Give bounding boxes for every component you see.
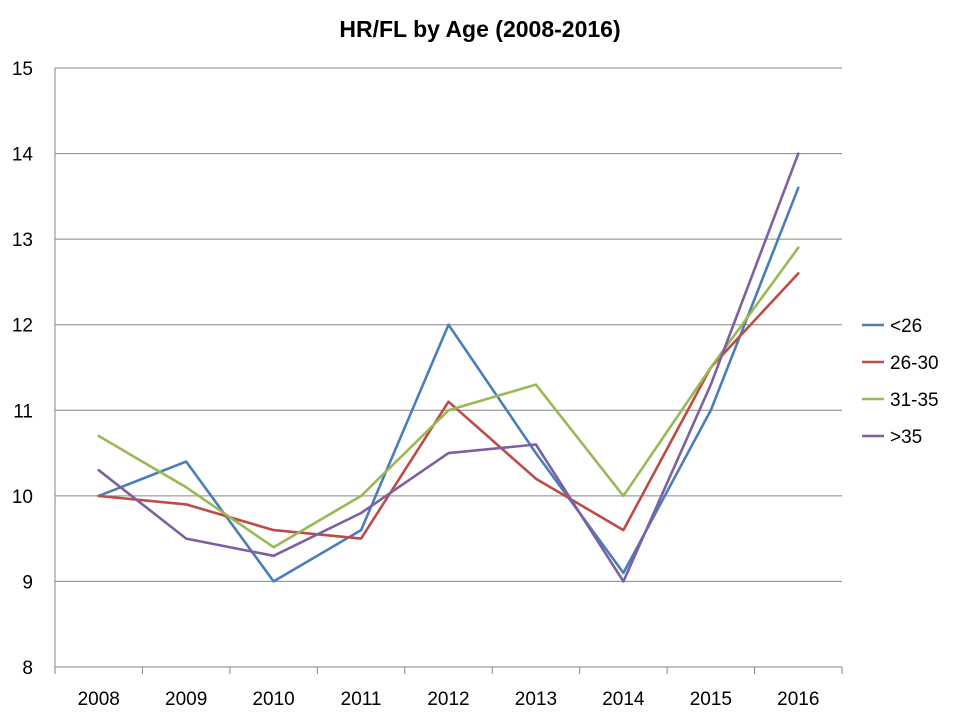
x-tick-label: 2009 — [165, 689, 207, 710]
series-line — [97, 246, 800, 549]
x-tick-label: 2016 — [777, 689, 819, 710]
series-line — [97, 152, 800, 583]
x-tick-label: 2011 — [341, 689, 382, 710]
x-axis-tick-labels: 2008 2009 2010 2011 2012 2013 2014 2015 2016 — [78, 689, 820, 710]
legend-label: <26 — [890, 316, 922, 337]
legend: <26 26-30 31-35 >35 — [862, 316, 939, 448]
legend-label: >35 — [890, 427, 922, 448]
x-tick-label: 2015 — [690, 689, 732, 710]
x-tick-label: 2013 — [515, 689, 557, 710]
chart-title: HR/FL by Age (2008-2016) — [339, 16, 620, 42]
axes — [54, 68, 843, 674]
y-tick-label: 14 — [12, 145, 34, 166]
legend-label: 31-35 — [890, 390, 939, 411]
series-line — [97, 272, 800, 540]
series-line — [97, 186, 800, 583]
y-axis-tick-labels: 8 9 10 11 12 13 14 15 — [12, 59, 34, 679]
y-tick-label: 15 — [12, 59, 33, 80]
y-tick-label: 12 — [12, 316, 33, 337]
y-tick-label: 13 — [12, 230, 33, 251]
y-tick-label: 10 — [12, 487, 33, 508]
series-lines — [97, 152, 800, 583]
x-tick-label: 2008 — [78, 689, 120, 710]
x-tick-label: 2014 — [602, 689, 645, 710]
legend-label: 26-30 — [890, 353, 939, 374]
x-tick-label: 2012 — [427, 689, 469, 710]
y-tick-label: 11 — [13, 401, 33, 422]
y-tick-label: 9 — [22, 572, 33, 593]
x-tick-label: 2010 — [252, 689, 294, 710]
y-tick-label: 8 — [22, 658, 33, 679]
